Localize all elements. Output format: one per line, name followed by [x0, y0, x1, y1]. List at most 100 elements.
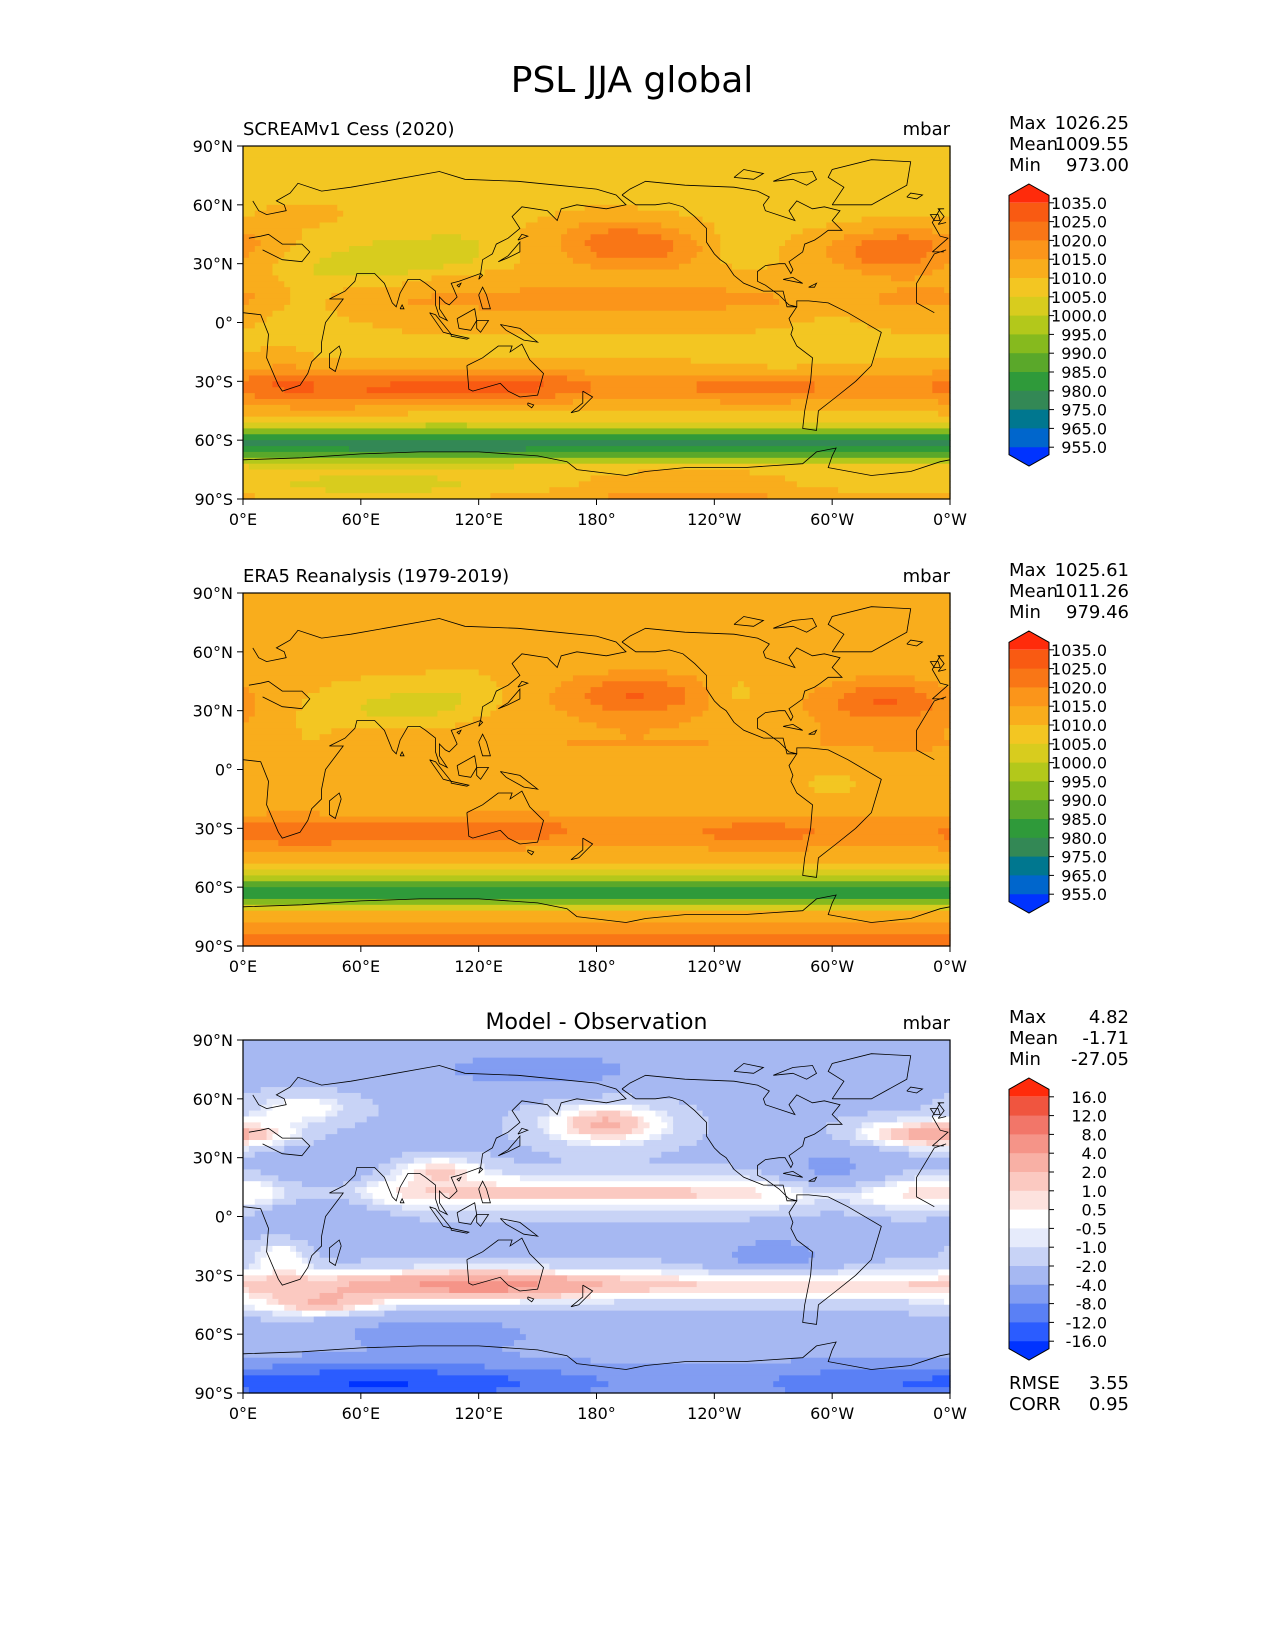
colorbar-tick-label: 1010.0: [1051, 269, 1107, 288]
field-cell: [337, 1128, 503, 1135]
field-cell: [243, 804, 951, 812]
stat-label: Max: [1009, 560, 1047, 581]
coastline: [242, 171, 949, 392]
field-cell: [602, 1057, 951, 1065]
field-cell: [301, 1181, 344, 1188]
field-cell: [243, 622, 951, 629]
field-cell: [425, 1187, 692, 1194]
field-cell: [849, 1169, 904, 1176]
field-cell: [248, 1110, 268, 1118]
field-cell: [243, 1163, 380, 1171]
field-cell: [684, 693, 710, 700]
field-cell: [655, 1110, 668, 1118]
field-cell: [596, 251, 668, 259]
colorbar-tick-label: 2.0: [1082, 1163, 1107, 1182]
colorbar-swatch: [1009, 649, 1049, 670]
field-cell: [814, 787, 851, 794]
field-cell: [390, 1275, 568, 1282]
field-cell: [319, 222, 527, 229]
field-cell: [307, 1240, 757, 1247]
field-cell: [826, 222, 951, 229]
field-cell: [914, 1175, 951, 1182]
field-cell: [243, 1116, 303, 1123]
coastline: [498, 688, 521, 710]
field-cell: [254, 693, 309, 700]
field-cell: [861, 269, 933, 277]
field-cell: [673, 1116, 710, 1123]
field-cell: [561, 1369, 821, 1376]
field-cell: [608, 1116, 639, 1123]
field-cell: [337, 204, 586, 212]
coastline: [570, 390, 594, 414]
coastline: [399, 1197, 405, 1204]
field-cell: [879, 1134, 892, 1141]
coastline: [827, 1053, 912, 1100]
field-cell: [431, 487, 550, 494]
stat-label: Min: [1009, 602, 1041, 623]
field-cell: [855, 687, 916, 694]
colorbar-swatch: [1009, 390, 1049, 411]
colorbar-tick-label: 1035.0: [1051, 641, 1107, 660]
coastline: [733, 169, 765, 180]
field-cell: [272, 363, 297, 371]
field-cell: [855, 781, 951, 788]
field-cell: [260, 1263, 309, 1271]
field-cell: [673, 1128, 710, 1135]
colorbar-tick-label: 0.5: [1082, 1201, 1107, 1220]
colorbar-outline: [1008, 630, 1050, 914]
field-cell: [567, 251, 598, 259]
field-cell: [243, 151, 951, 159]
field-cell: [549, 1116, 568, 1123]
field-cell: [549, 1151, 662, 1159]
field-cell: [407, 1181, 497, 1188]
field-cell: [307, 1257, 338, 1265]
field-cell: [243, 475, 321, 482]
coastline: [527, 849, 535, 856]
field-cell: [702, 1134, 833, 1141]
coastline: [478, 719, 484, 727]
field-cell: [572, 1116, 603, 1123]
field-cell: [932, 246, 951, 253]
colorbar-swatch: [1009, 1115, 1049, 1135]
field-cell: [678, 228, 715, 235]
field-cell: [243, 645, 951, 653]
field-cell: [879, 298, 951, 306]
field-cell: [879, 293, 951, 300]
field-cell: [631, 1110, 657, 1118]
field-cell: [296, 1251, 303, 1259]
field-cell: [767, 263, 845, 271]
field-cell: [914, 675, 951, 682]
panel-title: ERA5 Reanalysis (1979-2019): [243, 566, 509, 587]
field-cell: [519, 1381, 609, 1388]
field-cell: [808, 781, 857, 788]
field-cell: [325, 1116, 368, 1123]
field-cell: [331, 840, 951, 847]
field-cell: [437, 710, 492, 718]
field-cell: [838, 487, 951, 494]
field-cell: [549, 487, 839, 494]
field-cell: [284, 1192, 362, 1200]
field-cell: [260, 1087, 338, 1094]
field-cell: [732, 1251, 816, 1259]
field-cell: [337, 1257, 362, 1265]
field-cell: [519, 1104, 562, 1112]
field-cell: [832, 681, 939, 688]
colorbar-tick-label: 1035.0: [1051, 194, 1107, 213]
field-cell: [608, 493, 768, 500]
field-cell: [920, 257, 951, 265]
field-cell: [331, 681, 497, 688]
field-cell: [260, 1181, 274, 1188]
field-cell: [808, 1163, 857, 1171]
colorbar-swatch: [1009, 428, 1049, 448]
field-cell: [313, 387, 368, 394]
field-cell: [266, 316, 350, 324]
field-cell: [331, 728, 621, 735]
field-cell: [472, 257, 521, 265]
stats-block: Max 4.82 Mean -1.71 Min -27.05: [1009, 1007, 1129, 1070]
field-cell: [243, 1375, 509, 1382]
field-cell: [337, 310, 951, 318]
field-cell: [243, 845, 527, 853]
field-cell: [272, 1269, 297, 1276]
field-cell: [366, 1187, 397, 1194]
y-tick-label: 90°S: [194, 937, 233, 956]
